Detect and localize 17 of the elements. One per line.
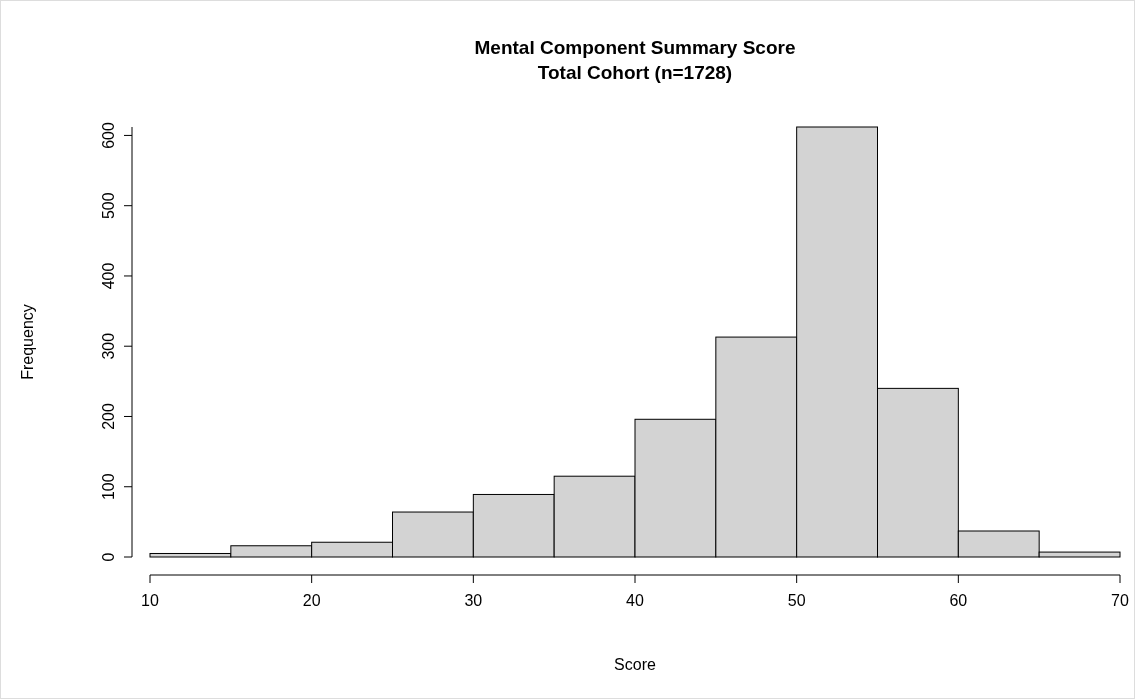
x-tick-label: 50	[787, 592, 806, 609]
y-tick-label: 300	[100, 332, 117, 360]
y-tick-label: 100	[100, 473, 117, 501]
x-axis-title: Score	[614, 656, 656, 673]
y-tick-label: 600	[100, 121, 117, 149]
x-tick-label: 30	[464, 592, 483, 609]
y-tick-label: 0	[100, 552, 117, 562]
x-tick-label: 40	[626, 592, 644, 609]
chart-title: Mental Component Summary Score Total Cohort (n=1728)	[474, 37, 796, 83]
y-tick-label: 200	[100, 403, 117, 430]
x-tick-label: 60	[949, 592, 968, 609]
y-axis-title: Frequency	[19, 304, 36, 380]
y-tick-label: 500	[100, 192, 117, 220]
x-tick-label: 70	[1111, 592, 1129, 609]
x-tick-label: 20	[302, 592, 321, 609]
x-tick-label: 10	[141, 592, 159, 609]
y-tick-label: 400	[100, 262, 117, 290]
